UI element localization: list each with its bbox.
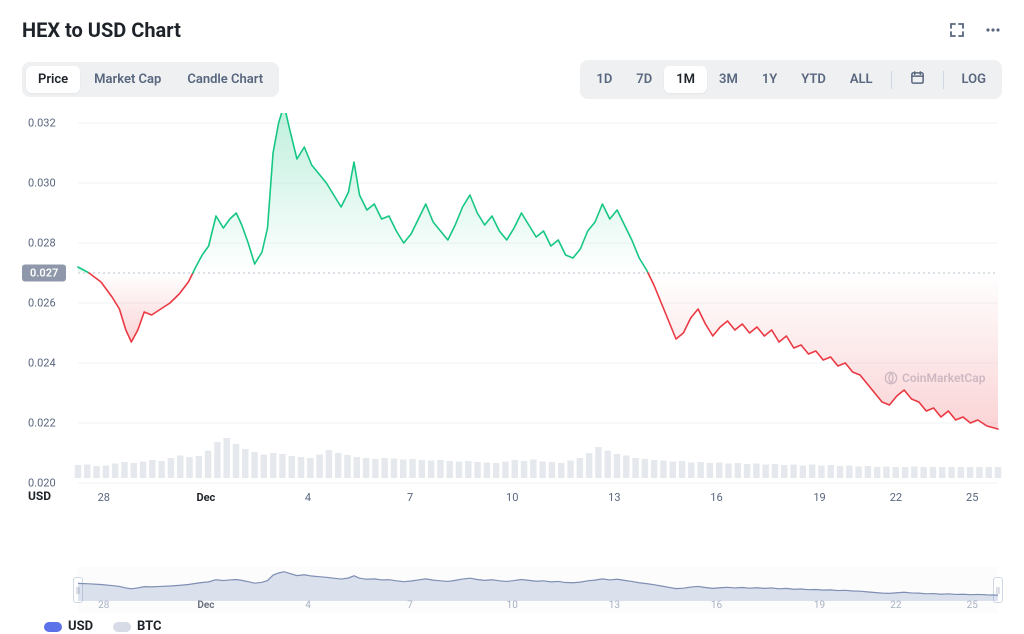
currency-legend: USD BTC <box>22 619 1002 634</box>
page-title: HEX to USD Chart <box>22 18 181 42</box>
nav-x-tick: 10 <box>507 600 518 611</box>
time-range-tabs: 1D7D1M3M1YYTDALL <box>584 66 884 93</box>
legend-label: BTC <box>137 619 162 634</box>
nav-x-tick: 7 <box>407 600 413 611</box>
nav-x-tick: 16 <box>711 600 722 611</box>
range-tab[interactable]: 1M <box>664 66 707 93</box>
nav-x-tick: Dec <box>197 600 214 611</box>
nav-x-tick: 4 <box>305 600 311 611</box>
legend-label: USD <box>68 619 93 634</box>
range-navigator[interactable]: || || 28Dec47101316192225 <box>78 567 998 613</box>
range-tab[interactable]: 3M <box>707 66 750 93</box>
legend-item[interactable]: USD <box>44 619 93 634</box>
range-controls: 1D7D1M3M1YYTDALL LOG <box>580 60 1002 99</box>
chart-type-tab[interactable]: Candle Chart <box>175 66 275 93</box>
legend-swatch <box>44 622 62 632</box>
scale-toggle[interactable]: LOG <box>950 66 998 93</box>
controls-row: PriceMarket CapCandle Chart 1D7D1M3M1YYT… <box>22 60 1002 99</box>
price-chart[interactable]: 0.0200.0220.0240.0260.0280.0300.0320.027… <box>22 113 1002 563</box>
range-tab[interactable]: 1Y <box>750 66 789 93</box>
range-tab[interactable]: YTD <box>789 66 838 93</box>
chart-type-tab[interactable]: Market Cap <box>82 66 173 93</box>
nav-x-tick: 28 <box>98 600 109 611</box>
chart-type-tab[interactable]: Price <box>26 66 80 93</box>
range-tab[interactable]: 7D <box>624 66 664 93</box>
nav-x-tick: 22 <box>890 600 901 611</box>
calendar-button[interactable] <box>898 64 937 95</box>
nav-x-tick: 25 <box>967 600 978 611</box>
more-icon[interactable] <box>984 21 1002 39</box>
header-actions <box>948 21 1002 39</box>
range-tab[interactable]: ALL <box>838 66 885 93</box>
nav-x-tick: 19 <box>814 600 825 611</box>
control-divider <box>943 71 944 89</box>
legend-swatch <box>113 622 131 632</box>
chart-header: HEX to USD Chart <box>22 18 1002 42</box>
range-tab[interactable]: 1D <box>584 66 624 93</box>
control-divider <box>891 71 892 89</box>
fullscreen-icon[interactable] <box>948 21 966 39</box>
chart-type-tabs: PriceMarket CapCandle Chart <box>22 62 279 97</box>
nav-x-tick: 13 <box>609 600 620 611</box>
range-and-scale: 1D7D1M3M1YYTDALL LOG <box>580 60 1002 99</box>
legend-item[interactable]: BTC <box>113 619 162 634</box>
